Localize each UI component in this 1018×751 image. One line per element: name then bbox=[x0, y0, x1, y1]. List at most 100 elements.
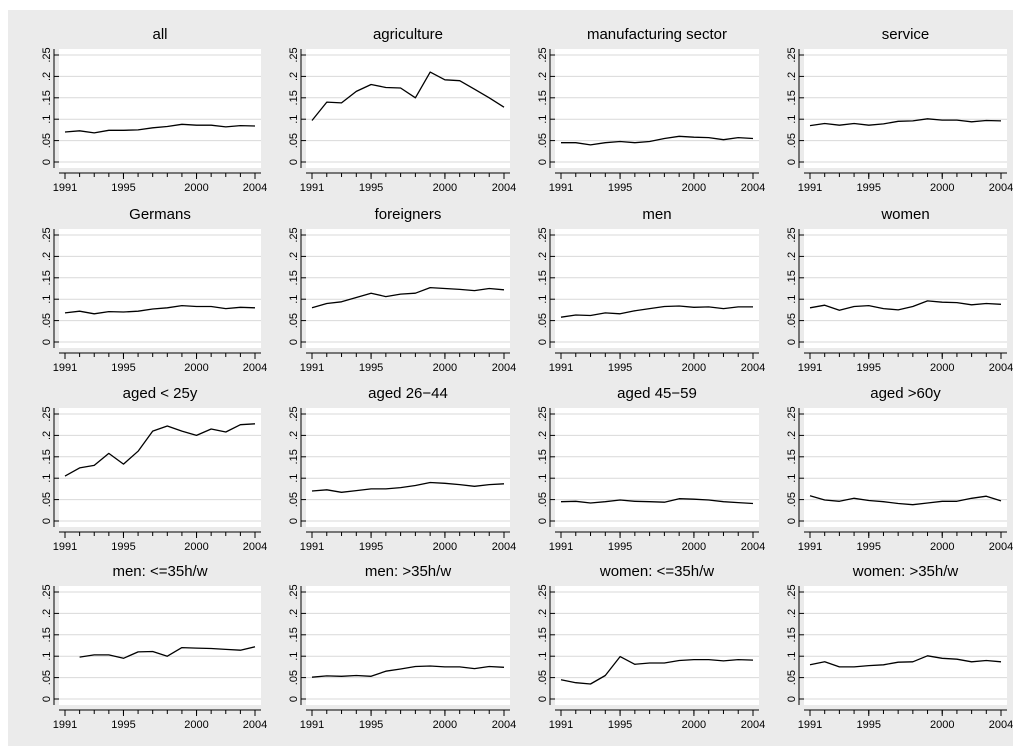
x-tick-label: 1995 bbox=[857, 719, 881, 731]
panel-title: men: <=35h/w bbox=[112, 563, 207, 580]
x-tick-label: 1995 bbox=[857, 182, 881, 194]
y-tick-label: 0 bbox=[537, 696, 549, 702]
y-tick-label: .15 bbox=[537, 449, 549, 464]
x-tick-label: 2004 bbox=[741, 719, 765, 731]
x-tick-label: 2004 bbox=[741, 182, 765, 194]
panel-6: men 0 .05 .1 .15 .2 .25 1991 1995 2000 2004 bbox=[537, 206, 765, 374]
x-tick-label: 2004 bbox=[243, 182, 267, 194]
x-tick-label: 1991 bbox=[798, 541, 822, 553]
x-tick-label: 1991 bbox=[798, 362, 822, 374]
y-tick-label: .05 bbox=[786, 492, 798, 507]
x-tick-label: 2000 bbox=[930, 182, 954, 194]
series-line bbox=[809, 495, 1002, 506]
panel-2: manufacturing sector 0 .05 .1 .15 .2 .25 1991 19… bbox=[537, 26, 765, 194]
x-tick-label: 2004 bbox=[492, 182, 516, 194]
series-line bbox=[560, 655, 754, 685]
x-tick-label: 1991 bbox=[549, 362, 573, 374]
x-tick-label: 1991 bbox=[798, 182, 822, 194]
y-tick-label: .25 bbox=[41, 227, 53, 242]
y-tick-label: .2 bbox=[288, 431, 300, 440]
y-tick-label: .05 bbox=[537, 492, 549, 507]
x-tick-label: 1991 bbox=[300, 719, 324, 731]
y-tick-label: 0 bbox=[41, 159, 53, 165]
y-tick-label: .2 bbox=[537, 252, 549, 261]
y-tick-label: 0 bbox=[786, 159, 798, 165]
y-tick-label: .2 bbox=[537, 609, 549, 618]
y-tick-label: .05 bbox=[288, 133, 300, 148]
plot-area bbox=[555, 586, 759, 705]
y-tick-label: .2 bbox=[786, 252, 798, 261]
x-tick-label: 1991 bbox=[549, 182, 573, 194]
series-line bbox=[64, 123, 256, 134]
y-tick-label: .25 bbox=[786, 227, 798, 242]
x-tick-label: 1991 bbox=[300, 541, 324, 553]
y-tick-label: .2 bbox=[41, 72, 53, 81]
x-tick-label: 1995 bbox=[359, 719, 383, 731]
x-tick-label: 2000 bbox=[433, 362, 457, 374]
x-tick-label: 1991 bbox=[300, 362, 324, 374]
x-tick-label: 1995 bbox=[111, 719, 135, 731]
y-tick-label: 0 bbox=[537, 339, 549, 345]
y-tick-label: .05 bbox=[537, 670, 549, 685]
x-tick-label: 1995 bbox=[857, 362, 881, 374]
y-tick-label: .15 bbox=[288, 627, 300, 642]
y-tick-label: .25 bbox=[41, 406, 53, 421]
panel-7: women 0 .05 .1 .15 .2 .25 1991 1995 2000 2004 bbox=[786, 206, 1013, 374]
y-tick-label: .2 bbox=[537, 431, 549, 440]
y-tick-label: .25 bbox=[537, 406, 549, 421]
y-tick-label: .25 bbox=[288, 227, 300, 242]
x-tick-label: 1991 bbox=[549, 541, 573, 553]
x-tick-label: 2004 bbox=[741, 362, 765, 374]
plot-area bbox=[59, 229, 261, 348]
y-tick-label: .25 bbox=[786, 584, 798, 599]
plot-area bbox=[306, 229, 510, 348]
y-tick-label: .15 bbox=[288, 449, 300, 464]
x-tick-label: 1995 bbox=[359, 541, 383, 553]
x-tick-label: 1995 bbox=[608, 362, 632, 374]
y-tick-label: 0 bbox=[288, 339, 300, 345]
panel-9: aged 26−44 0 .05 .1 .15 .2 .25 1991 1995 2000 2004 bbox=[288, 385, 516, 553]
panel-14: women: <=35h/w 0 .05 .1 .15 .2 .25 1991 1995 2000… bbox=[537, 563, 765, 731]
x-tick-label: 1995 bbox=[359, 182, 383, 194]
series-line bbox=[311, 286, 505, 309]
x-tick-label: 2000 bbox=[682, 362, 706, 374]
x-tick-label: 2000 bbox=[930, 541, 954, 553]
panel-1: agriculture 0 .05 .1 .15 .2 .25 1991 1995 2000 200… bbox=[288, 26, 516, 194]
x-tick-label: 1995 bbox=[857, 541, 881, 553]
panel-title: men: >35h/w bbox=[365, 563, 451, 580]
series-line bbox=[560, 498, 754, 505]
y-tick-label: 0 bbox=[786, 696, 798, 702]
plot-area bbox=[59, 586, 261, 705]
x-tick-label: 2004 bbox=[243, 541, 267, 553]
plot-area bbox=[804, 586, 1007, 705]
x-tick-label: 1991 bbox=[53, 541, 77, 553]
y-tick-label: .2 bbox=[41, 609, 53, 618]
x-tick-label: 1995 bbox=[111, 541, 135, 553]
y-tick-label: .15 bbox=[41, 270, 53, 285]
y-tick-label: .15 bbox=[786, 449, 798, 464]
y-tick-label: .1 bbox=[288, 474, 300, 483]
y-tick-label: .1 bbox=[537, 295, 549, 304]
x-tick-label: 2004 bbox=[989, 719, 1013, 731]
x-tick-label: 2004 bbox=[989, 541, 1013, 553]
panel-title: Germans bbox=[129, 206, 191, 223]
x-tick-label: 2000 bbox=[682, 719, 706, 731]
y-tick-label: .1 bbox=[537, 652, 549, 661]
plot-area bbox=[555, 229, 759, 348]
panel-title: aged 45−59 bbox=[617, 385, 697, 402]
y-tick-label: .05 bbox=[288, 313, 300, 328]
y-tick-label: .1 bbox=[288, 295, 300, 304]
y-tick-label: .2 bbox=[786, 72, 798, 81]
series-line bbox=[311, 665, 505, 678]
y-tick-label: 0 bbox=[288, 159, 300, 165]
y-tick-label: .15 bbox=[537, 270, 549, 285]
series-line bbox=[809, 655, 1002, 668]
y-tick-label: .15 bbox=[537, 627, 549, 642]
y-tick-label: .05 bbox=[537, 133, 549, 148]
series-line bbox=[809, 300, 1002, 311]
y-tick-label: .1 bbox=[41, 474, 53, 483]
y-tick-label: .25 bbox=[288, 47, 300, 62]
y-tick-label: .2 bbox=[537, 72, 549, 81]
panel-title: women: >35h/w bbox=[852, 563, 959, 580]
y-tick-label: .25 bbox=[288, 584, 300, 599]
